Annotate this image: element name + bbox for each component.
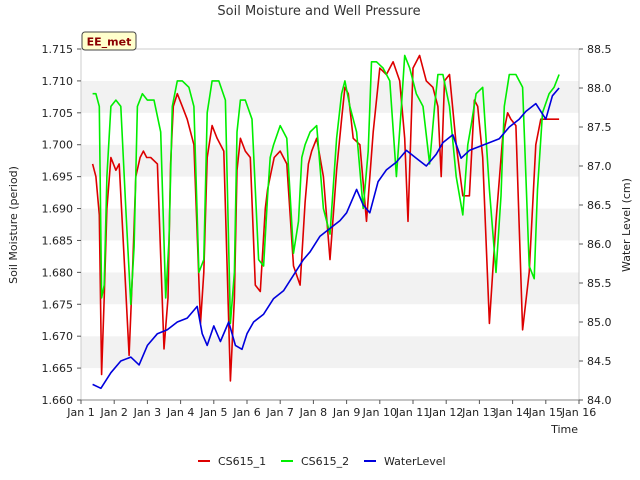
- series-layer: [91, 54, 560, 390]
- y-left-tick-label: 1.680: [42, 266, 74, 279]
- x-tick-label: Jan 5: [199, 406, 227, 419]
- x-tick-label: Jan 8: [299, 406, 327, 419]
- y-right-tick-label: 85.0: [587, 316, 612, 329]
- x-tick-label: Jan 2: [99, 406, 127, 419]
- station-badge: EE_met: [81, 31, 137, 51]
- x-tick-label: Jan 11: [395, 406, 430, 419]
- y-left-tick-label: 1.660: [42, 394, 74, 407]
- legend-label-cs615-1: CS615_1: [218, 455, 266, 468]
- x-tick-label: Jan 15: [528, 406, 563, 419]
- x-tick-label: Jan 4: [166, 406, 194, 419]
- x-axis-label: Time: [550, 423, 578, 436]
- y-left-tick-label: 1.690: [42, 203, 74, 216]
- series-line-waterlevel: [92, 87, 560, 390]
- station-badge-label: EE_met: [87, 36, 132, 49]
- chart-title: Soil Moisture and Well Pressure: [217, 4, 420, 19]
- grid-band: [81, 272, 579, 305]
- x-tick-label: Jan 13: [461, 406, 496, 419]
- grid-band: [81, 304, 579, 337]
- y-left-tick-label: 1.665: [42, 362, 74, 375]
- y-left-tick-label: 1.675: [42, 298, 74, 311]
- y-right-axis: 84.0 84.5 85.0 85.5 86.0 86.5 87.0 87.5 88.0 88.5: [579, 43, 612, 407]
- y-left-tick-label: 1.670: [42, 330, 74, 343]
- y-left-tick-label: 1.705: [42, 107, 74, 120]
- x-tick-label: Jan 10: [362, 406, 397, 419]
- y-right-tick-label: 87.5: [587, 121, 612, 134]
- legend-label-waterlevel: WaterLevel: [384, 455, 446, 468]
- y-right-tick-label: 85.5: [587, 277, 612, 290]
- grid-band: [81, 144, 579, 177]
- series-line-cs615-2: [92, 54, 560, 325]
- y-left-tick-label: 1.710: [42, 75, 74, 88]
- grid-band: [81, 49, 579, 81]
- y-right-tick-label: 84.5: [587, 355, 612, 368]
- x-tick-label: Jan 7: [265, 406, 293, 419]
- grid-band: [81, 336, 579, 369]
- grid-band: [81, 80, 579, 113]
- y-left-axis-label: Soil Moisture (period): [7, 166, 20, 284]
- y-right-tick-label: 84.0: [587, 394, 612, 407]
- x-tick-label: Jan 14: [494, 406, 529, 419]
- y-left-tick-label: 1.715: [42, 43, 74, 56]
- y-left-axis: 1.660 1.665 1.670 1.675 1.680 1.685 1.690 1.695…: [42, 43, 81, 407]
- x-tick-label: Jan 16: [561, 406, 596, 419]
- x-tick-label: Jan 3: [133, 406, 161, 419]
- station-badge-box: [81, 31, 137, 51]
- y-right-tick-label: 88.0: [587, 82, 612, 95]
- grid-band: [81, 176, 579, 209]
- y-left-tick-label: 1.700: [42, 139, 74, 152]
- y-right-tick-label: 87.0: [587, 160, 612, 173]
- legend-label-cs615-2: CS615_2: [301, 455, 349, 468]
- legend: CS615_1 CS615_2 WaterLevel: [198, 455, 446, 468]
- x-tick-label: Jan 1: [66, 406, 94, 419]
- y-right-tick-label: 86.5: [587, 199, 612, 212]
- x-axis: Jan 1 Jan 2 Jan 3 Jan 4 Jan 5 Jan 6 Jan 7 Jan 8…: [66, 399, 596, 419]
- grid-band: [81, 368, 579, 400]
- x-tick-label: Jan 9: [332, 406, 360, 419]
- y-right-axis-label: Water Level (cm): [620, 178, 633, 272]
- x-tick-label: Jan 12: [428, 406, 463, 419]
- y-left-tick-label: 1.695: [42, 171, 74, 184]
- y-left-tick-label: 1.685: [42, 234, 74, 247]
- y-right-tick-label: 88.5: [587, 43, 612, 56]
- y-right-tick-label: 86.0: [587, 238, 612, 251]
- x-tick-label: Jan 6: [232, 406, 260, 419]
